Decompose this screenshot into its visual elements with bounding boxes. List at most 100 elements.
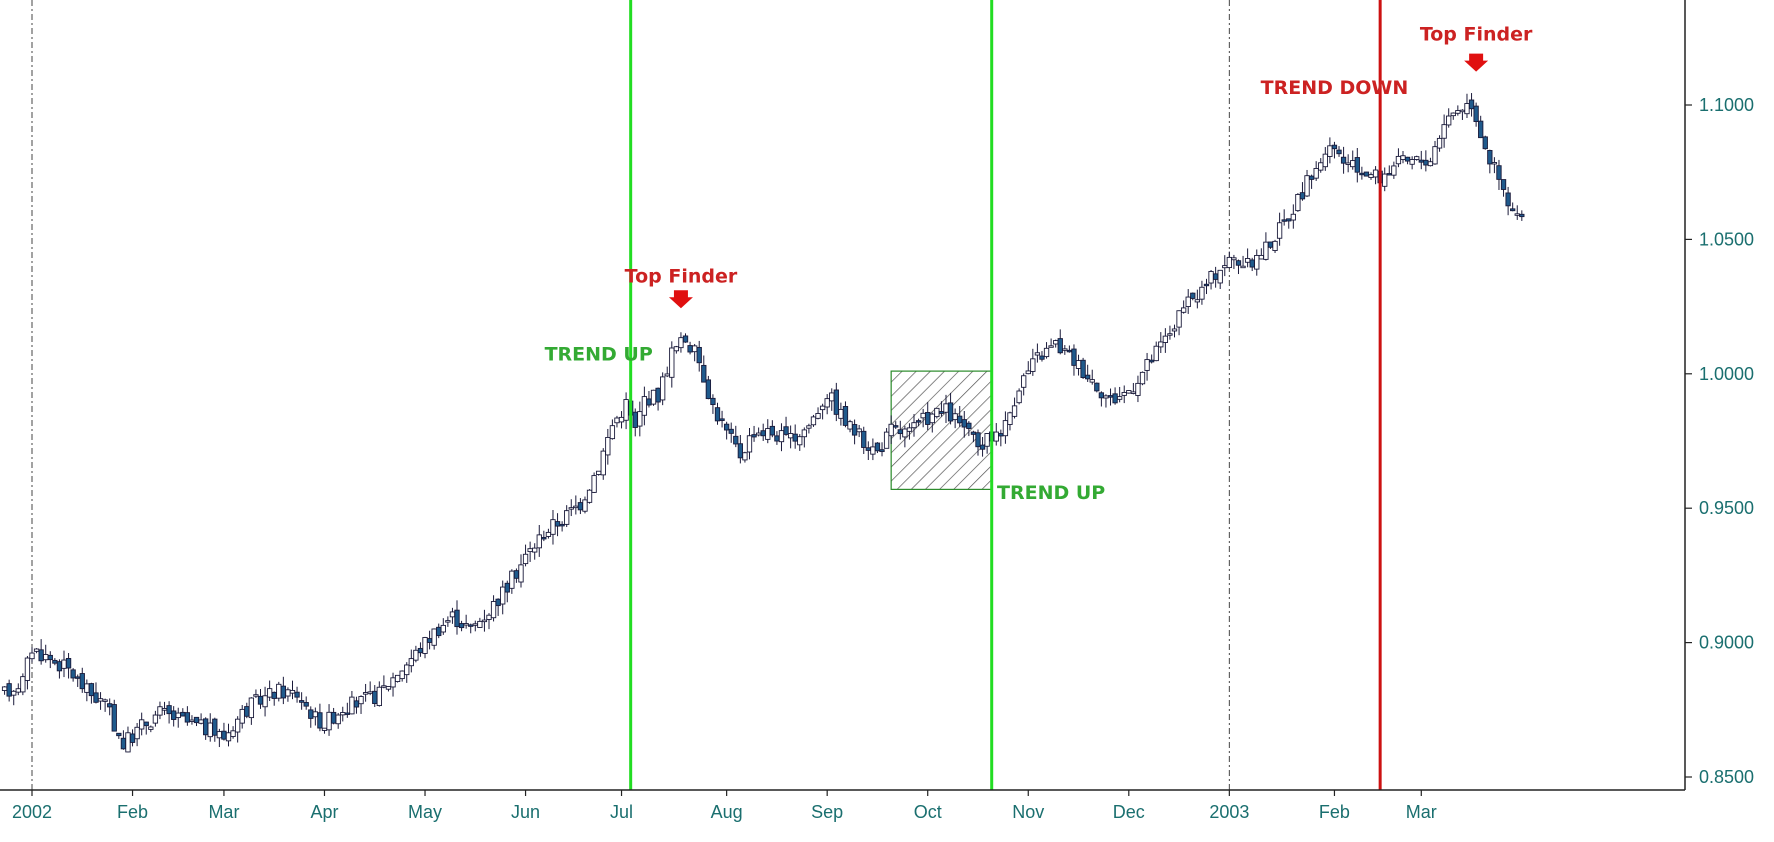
candle-bear bbox=[1487, 150, 1493, 165]
candle-bull bbox=[285, 689, 291, 697]
candle-bull bbox=[1427, 161, 1434, 167]
candle-bear bbox=[897, 429, 903, 435]
candle-bull bbox=[778, 430, 785, 443]
candle-bull bbox=[1217, 269, 1223, 284]
candle-bull bbox=[509, 570, 515, 589]
candle-bull bbox=[1167, 333, 1173, 336]
candle-bear bbox=[166, 705, 172, 715]
candle-bull bbox=[440, 624, 446, 633]
candle-bull bbox=[312, 711, 318, 718]
candle-bear bbox=[221, 730, 227, 740]
trend-lines bbox=[629, 0, 1382, 790]
x-tick-label: May bbox=[408, 802, 442, 822]
y-tick-label: 1.0000 bbox=[1699, 364, 1754, 384]
candle-bear bbox=[171, 710, 177, 720]
candle-bear bbox=[1098, 392, 1105, 399]
candle-bear bbox=[554, 521, 561, 527]
candle-bull bbox=[591, 475, 597, 493]
x-tick-label: Aug bbox=[711, 802, 743, 822]
candle-bull bbox=[125, 732, 131, 753]
candle-bear bbox=[257, 695, 264, 705]
candle-bull bbox=[234, 718, 241, 733]
candle-bear bbox=[1066, 349, 1073, 353]
candle-bull bbox=[1318, 162, 1324, 171]
candle-bull bbox=[1021, 375, 1027, 388]
candle-bear bbox=[1510, 208, 1516, 212]
candle-bear bbox=[1107, 395, 1114, 398]
candle-bull bbox=[664, 373, 670, 377]
candle-bull bbox=[84, 683, 90, 693]
candle-bull bbox=[500, 586, 506, 605]
candle-bear bbox=[468, 624, 474, 627]
annotation-label: TREND UP bbox=[545, 343, 653, 365]
candle-bull bbox=[1226, 256, 1232, 269]
candle-bear bbox=[1299, 192, 1306, 200]
candle-bear bbox=[317, 712, 323, 729]
candle-bull bbox=[134, 726, 140, 740]
candle-bull bbox=[445, 620, 451, 623]
annotation-label: TREND UP bbox=[997, 482, 1105, 504]
y-tick-label: 0.8500 bbox=[1699, 767, 1754, 787]
candle-bull bbox=[755, 432, 762, 436]
candle-bull bbox=[984, 433, 990, 447]
candle-bear bbox=[417, 647, 424, 654]
candle-bull bbox=[1117, 396, 1123, 400]
candle-bull bbox=[1290, 213, 1296, 221]
candle-bear bbox=[1308, 175, 1315, 180]
x-tick-label: Jun bbox=[511, 802, 540, 822]
candle-bull bbox=[248, 697, 255, 719]
candle-bull bbox=[1139, 371, 1146, 385]
candle-bull bbox=[660, 376, 666, 401]
candle-bear bbox=[353, 700, 360, 708]
candle-bull bbox=[161, 708, 168, 711]
candle-bear bbox=[874, 442, 881, 452]
candle-bull bbox=[1514, 213, 1520, 216]
candle-bull bbox=[746, 435, 753, 453]
candle-bull bbox=[1240, 265, 1246, 269]
candle-bear bbox=[893, 425, 899, 428]
candle-bear bbox=[1148, 359, 1155, 363]
candle-bull bbox=[1372, 169, 1379, 178]
candle-bear bbox=[1354, 157, 1360, 173]
candle-bull bbox=[490, 601, 497, 619]
candle-bull bbox=[1322, 153, 1328, 168]
candle-bear bbox=[79, 673, 85, 690]
candle-bull bbox=[1464, 103, 1470, 115]
candle-bull bbox=[1162, 335, 1169, 343]
candle-bear bbox=[577, 502, 584, 511]
candle-bull bbox=[582, 499, 588, 512]
candle-bull bbox=[61, 659, 67, 669]
candle-bear bbox=[979, 444, 986, 450]
x-tick-label: Mar bbox=[1406, 802, 1437, 822]
candle-bear bbox=[646, 398, 652, 406]
candle-bear bbox=[1281, 219, 1287, 222]
candle-bull bbox=[1034, 352, 1041, 356]
candle-bear bbox=[938, 411, 945, 414]
candle-bull bbox=[362, 692, 369, 695]
candle-bear bbox=[1418, 159, 1424, 163]
candle-bear bbox=[294, 691, 300, 698]
candle-bear bbox=[701, 364, 707, 383]
candle-bear bbox=[792, 433, 798, 442]
candle-bull bbox=[1244, 258, 1251, 263]
candle-bear bbox=[879, 449, 885, 453]
candle-bull bbox=[102, 699, 108, 702]
candle-bear bbox=[129, 733, 136, 743]
candle-bull bbox=[139, 719, 145, 730]
candle-bull bbox=[1043, 347, 1050, 358]
candle-bear bbox=[193, 716, 200, 724]
x-tick-label: Feb bbox=[117, 802, 148, 822]
candle-bull bbox=[422, 637, 428, 654]
candle-bull bbox=[847, 421, 853, 430]
candle-bull bbox=[943, 403, 949, 413]
y-tick-label: 1.1000 bbox=[1699, 95, 1754, 115]
candle-bear bbox=[1363, 171, 1370, 177]
candle-bull bbox=[1180, 307, 1187, 313]
candle-bull bbox=[43, 654, 49, 661]
candle-bear bbox=[1336, 149, 1342, 155]
candle-bull bbox=[1158, 341, 1164, 348]
candle-bear bbox=[1331, 144, 1338, 150]
candle-bull bbox=[618, 416, 625, 423]
candle-bear bbox=[733, 435, 739, 445]
candle-bull bbox=[97, 698, 104, 702]
